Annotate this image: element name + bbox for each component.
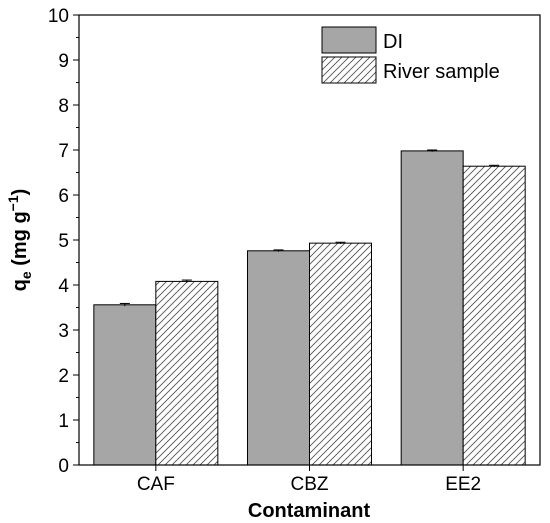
x-tick-label-caf: CAF	[137, 474, 175, 495]
y-tick-label-6: 6	[58, 186, 69, 207]
x-axis-title: Contaminant	[248, 500, 371, 522]
y-tick-label-1: 1	[58, 411, 69, 432]
y-tick-label-2: 2	[58, 366, 69, 387]
y-axis-title-sup: −1	[5, 195, 21, 211]
y-tick-label-0: 0	[58, 456, 69, 477]
y-tick-label-7: 7	[58, 141, 69, 162]
y-tick-label-10: 10	[48, 6, 69, 27]
legend-label-river: River sample	[383, 61, 500, 83]
bar-river-sample-caf	[155, 280, 219, 466]
y-tick-label-3: 3	[58, 321, 69, 342]
bar-di-ee2	[400, 150, 464, 466]
x-tick-label-cbz: CBZ	[291, 474, 329, 495]
legend-swatch-di	[321, 26, 377, 54]
legend: DI River sample	[321, 26, 500, 84]
y-axis-title: qe (mg g−1)	[5, 189, 34, 292]
bar-di-caf	[93, 304, 157, 466]
y-tick-label-9: 9	[58, 51, 69, 72]
legend-swatch-river	[321, 56, 377, 84]
y-axis-title-close: )	[9, 189, 31, 196]
bar-river-sample-cbz	[309, 242, 372, 466]
y-axis-title-sub: e	[18, 271, 34, 279]
legend-label-di: DI	[383, 31, 403, 53]
x-tick-label-ee2: EE2	[445, 474, 481, 495]
y-axis-title-units: (mg g	[9, 211, 31, 271]
y-tick-label-4: 4	[58, 276, 69, 297]
y-axis-title-main: q	[9, 279, 31, 291]
y-tick-label-8: 8	[58, 96, 69, 117]
bar-river-sample-ee2	[462, 165, 526, 466]
y-tick-label-5: 5	[58, 231, 69, 252]
bar-di-cbz	[247, 250, 310, 466]
